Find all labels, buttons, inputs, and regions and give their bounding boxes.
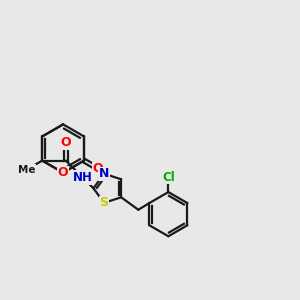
Text: O: O: [93, 162, 104, 175]
Text: N: N: [99, 167, 109, 180]
Text: O: O: [58, 166, 68, 179]
Text: O: O: [61, 136, 71, 149]
Text: S: S: [100, 196, 109, 209]
Text: Me: Me: [18, 165, 35, 175]
Text: Cl: Cl: [162, 171, 175, 184]
Text: NH: NH: [73, 171, 93, 184]
